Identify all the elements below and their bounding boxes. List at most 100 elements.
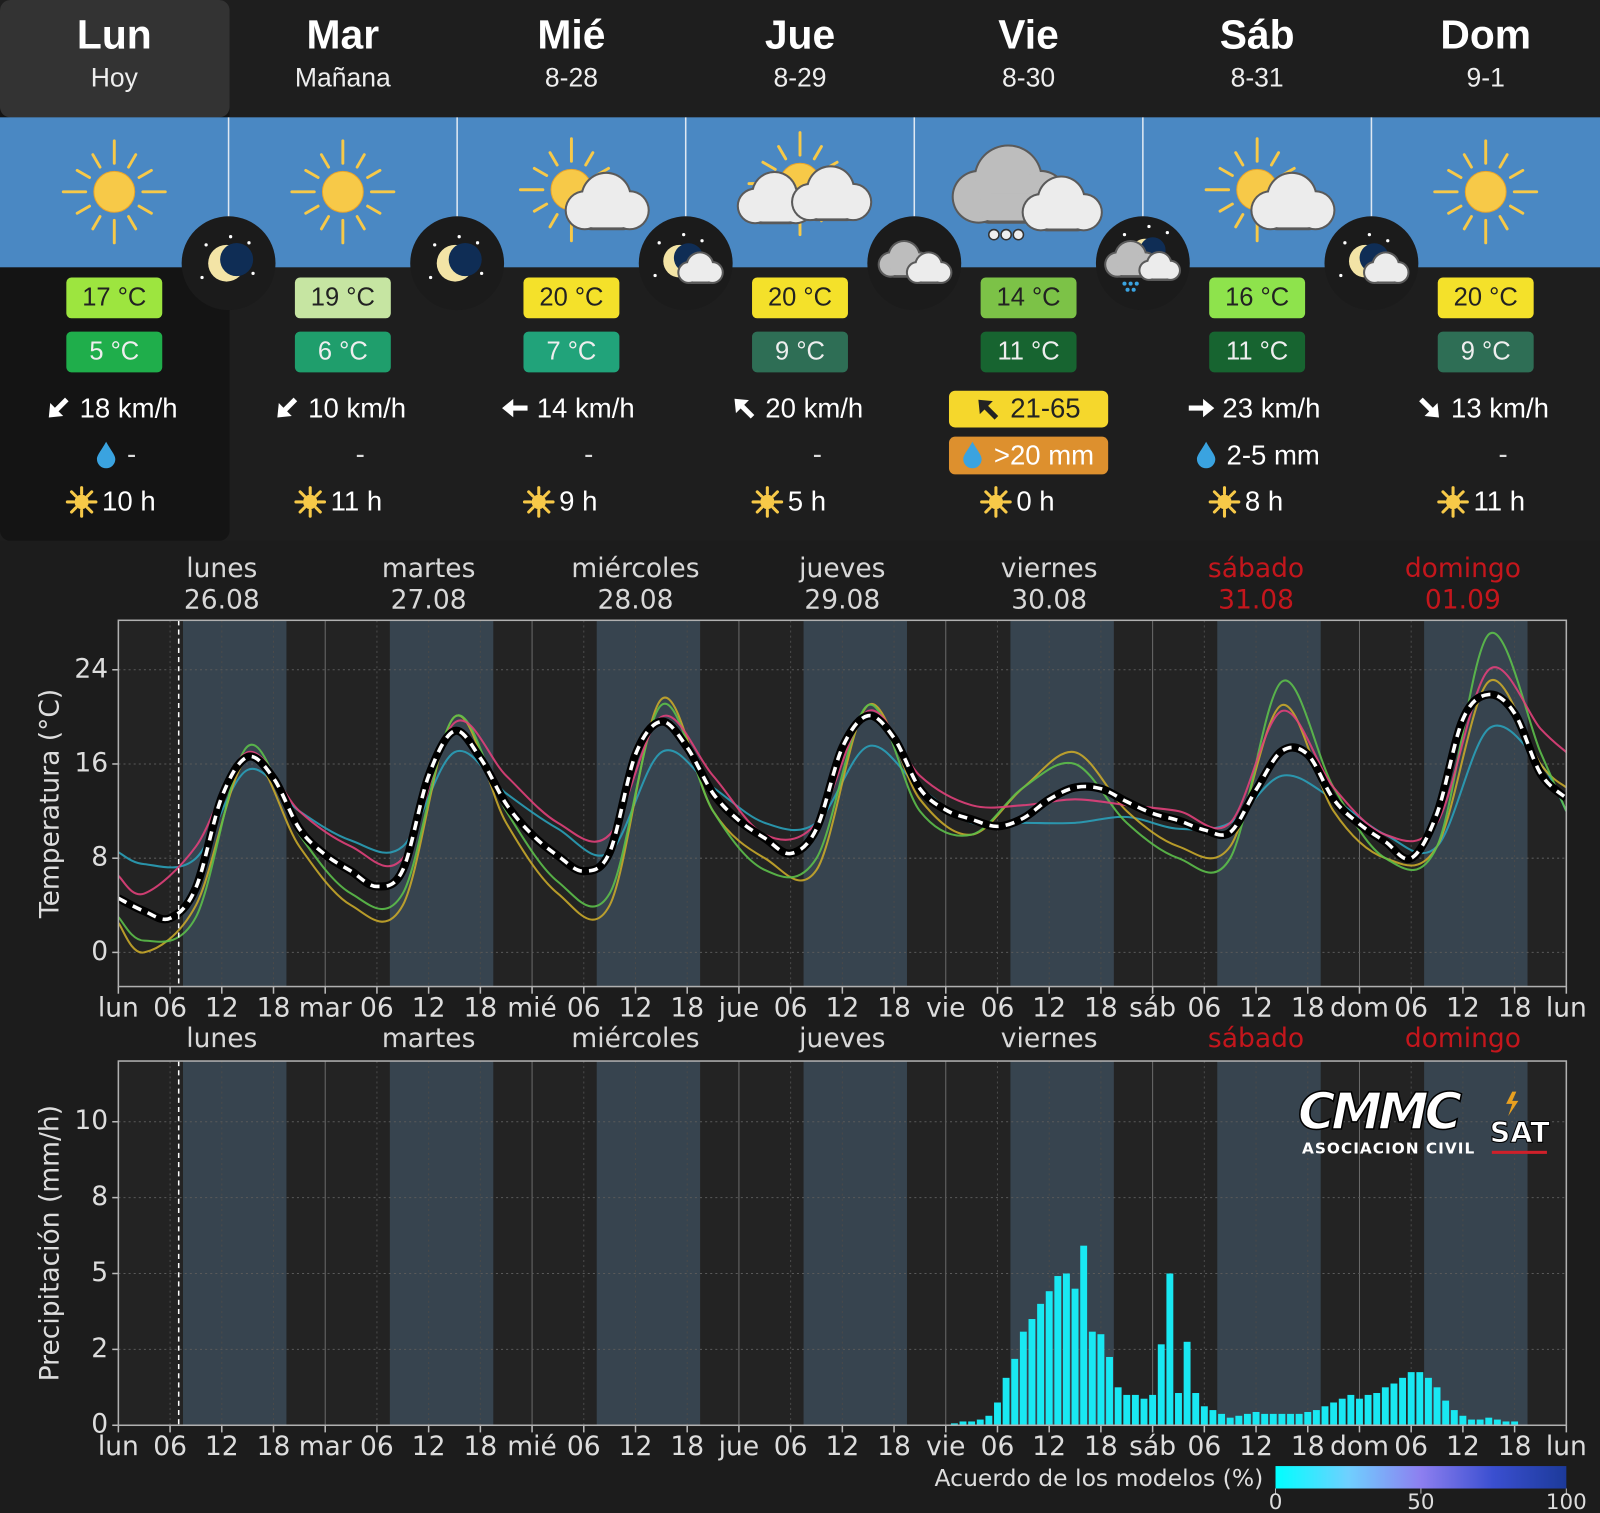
y-tick-label: 8 — [91, 842, 108, 873]
bar — [1054, 1276, 1062, 1426]
x-tick-label: 18 — [670, 993, 704, 1024]
logo-suffix: SAT — [1490, 1115, 1550, 1149]
x-tick-label: 06 — [153, 1431, 187, 1462]
bar — [1399, 1377, 1407, 1426]
snow-dot — [1125, 287, 1130, 292]
y-tick-label: 8 — [91, 1181, 108, 1212]
y-tick-label: 24 — [74, 653, 108, 684]
bar — [1364, 1394, 1372, 1426]
min-temp-badge — [1209, 331, 1306, 373]
bar — [1373, 1393, 1381, 1426]
max-temp: 20 °C — [768, 284, 832, 312]
logo-subtitle: ASOCIACION CIVIL — [1302, 1139, 1475, 1157]
star — [1367, 233, 1372, 237]
weather-icon — [1433, 139, 1539, 245]
x-tick-label: 18 — [1084, 993, 1118, 1024]
precip: 2-5 mm — [1227, 439, 1320, 470]
wind: 21-65 — [1010, 392, 1080, 423]
bar — [1416, 1372, 1424, 1426]
x-tick-label: 06 — [567, 1431, 601, 1462]
forecast-strip: Lun Hoy 17 °C 5 °C 18 km/h - 10 h Mar Mañana 19 °… — [0, 0, 1600, 541]
sun-ray — [1509, 204, 1525, 215]
night-icon — [867, 216, 962, 311]
y-tick-label: 2 — [91, 1333, 108, 1364]
sun-ray — [1234, 213, 1245, 229]
sun-ray — [761, 160, 777, 171]
sun-ray — [127, 215, 138, 231]
day-label: viernes — [1001, 1023, 1098, 1054]
x-tick-label: 06 — [981, 993, 1015, 1024]
wind-arrow — [1419, 397, 1439, 418]
star — [457, 235, 461, 239]
bar — [1045, 1291, 1053, 1426]
wind-arrow — [277, 397, 298, 418]
daylight-band — [183, 620, 287, 987]
sun-ray — [1212, 490, 1221, 498]
min-temp: 9 °C — [1461, 338, 1511, 366]
x-tick-label: 12 — [1032, 1431, 1066, 1462]
day-subtitle: 8-31 — [1231, 63, 1284, 93]
sunshine: 0 h — [1016, 485, 1054, 516]
sun-ray — [304, 204, 320, 215]
sun-ray — [1218, 166, 1234, 177]
daylight-band — [1010, 620, 1114, 987]
x-tick-label: mié — [507, 993, 557, 1024]
x-tick-label: 12 — [205, 993, 239, 1024]
charts: lunes26.08martes27.08miércoles28.08jueve… — [35, 553, 1587, 1513]
bar — [1433, 1387, 1441, 1426]
x-tick-label: 18 — [257, 1431, 291, 1462]
member-line — [118, 724, 1567, 869]
sun-disc — [93, 170, 136, 213]
bar — [1028, 1319, 1036, 1426]
y-tick-label: 16 — [74, 747, 108, 778]
colorbar-tick-label: 100 — [1546, 1490, 1587, 1513]
x-tick-label: mar — [299, 1431, 352, 1462]
day-name: Lun — [77, 12, 152, 58]
x-tick-label: 18 — [1291, 993, 1325, 1024]
bar — [1450, 1410, 1458, 1426]
bar — [985, 1415, 993, 1426]
wind: 10 km/h — [308, 392, 406, 423]
star — [251, 271, 255, 276]
bar — [1088, 1331, 1096, 1426]
cloud-part — [584, 208, 630, 228]
sun-disc — [74, 494, 89, 510]
x-tick-label: 18 — [670, 1431, 704, 1462]
sun-ray — [1457, 490, 1465, 498]
sun-ray — [85, 506, 94, 514]
x-tick-label: 18 — [1291, 1431, 1325, 1462]
bar — [950, 1423, 958, 1426]
precip: - — [356, 438, 365, 469]
logo-name: CMMC — [1298, 1083, 1462, 1142]
bar — [1442, 1400, 1450, 1426]
min-temp: 6 °C — [318, 338, 368, 366]
x-tick-label: 18 — [1498, 1431, 1532, 1462]
x-tick-label: 06 — [360, 993, 394, 1024]
star — [1339, 273, 1343, 278]
cloud-part — [1117, 263, 1146, 276]
x-tick-label: 12 — [1446, 993, 1480, 1024]
date-label: 01.09 — [1425, 584, 1501, 615]
star — [1122, 233, 1127, 237]
bar — [976, 1419, 984, 1426]
day-label: lunes — [186, 1023, 257, 1054]
sun-ray — [1498, 215, 1509, 231]
sunshine: 10 h — [102, 485, 156, 516]
x-tick-label: 12 — [1032, 993, 1066, 1024]
snow-dot — [1128, 281, 1133, 286]
cloud-part — [1148, 269, 1171, 279]
sun-ray — [319, 215, 331, 231]
wind-arrow — [48, 397, 69, 418]
night-icon — [638, 216, 733, 311]
sun-ray — [1269, 151, 1281, 167]
star — [1386, 239, 1390, 243]
date-label: 30.08 — [1011, 584, 1087, 615]
day-name: Mié — [537, 12, 605, 58]
drop-icon — [96, 441, 116, 469]
sun-ray — [304, 168, 320, 179]
bar — [1235, 1415, 1243, 1426]
sun-ray — [532, 166, 549, 177]
bar — [1330, 1402, 1338, 1426]
y-tick-label: 0 — [91, 936, 108, 967]
bar — [1011, 1358, 1019, 1426]
